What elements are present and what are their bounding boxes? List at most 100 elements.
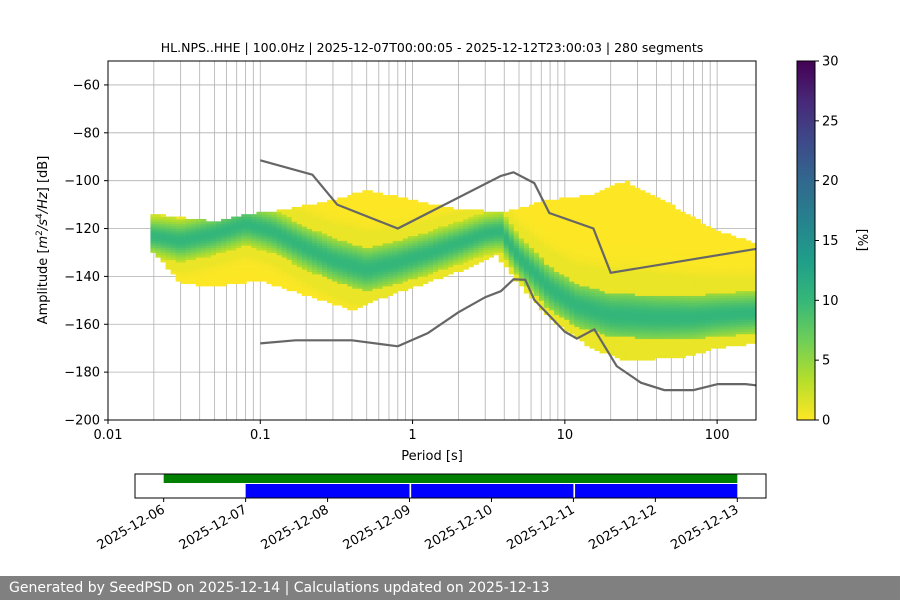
psd-cell [680,228,686,232]
psd-cell [195,238,202,241]
psd-cell [705,312,711,316]
psd-cell [488,211,494,215]
psd-cell [382,242,389,246]
psd-cell [448,226,454,229]
psd-cell [740,254,747,258]
psd-cell [665,223,671,227]
psd-cell [483,214,489,217]
psd-cell [533,283,540,287]
psd-cell [422,245,429,249]
psd-cell [675,338,681,342]
psd-cell [720,254,727,258]
psd-cell [715,319,722,323]
psd-cell [544,300,550,304]
psd-cell [685,235,691,239]
psd-cell [478,254,484,258]
psd-cell [594,211,600,215]
psd-cell [650,355,656,359]
psd-cell [554,264,560,268]
psd-cell [347,228,353,232]
psd-cell [675,329,681,332]
psd-cell [528,206,535,210]
psd-cell [367,285,373,289]
psd-cell [705,331,711,335]
psd-cell [367,195,373,198]
psd-cell [650,206,656,210]
psd-cell [266,252,272,256]
psd-cell [216,242,222,246]
psd-cell [372,226,378,229]
psd-cell [281,230,288,234]
psd-cell [473,218,479,222]
psd-cell [195,276,202,280]
psd-cell [347,274,353,277]
psd-cell [715,290,722,294]
psd-cell [342,295,348,299]
psd-cell [271,247,278,251]
psd-cell [634,345,641,349]
psd-cell [251,216,257,220]
psd-cell [478,238,484,241]
psd-cell [725,285,732,289]
psd-cell [599,288,606,292]
psd-cell [574,247,580,251]
psd-cell [296,283,303,287]
psd-cell [301,238,308,241]
psd-cell [311,240,318,244]
psd-cell [316,230,323,234]
psd-cell [367,238,373,241]
psd-cell [614,281,621,284]
psd-cell [427,259,434,263]
psd-cell [594,302,600,306]
psd-cell [261,240,267,244]
psd-cell [705,309,711,313]
psd-cell [670,230,676,234]
psd-cell [261,230,267,234]
psd-cell [498,242,505,246]
psd-cell [175,250,182,253]
psd-cell [438,269,444,273]
psd-cell [569,317,575,320]
psd-cell [634,226,641,229]
psd-cell [544,202,550,205]
psd-cell [175,247,182,251]
psd-cell [397,264,404,268]
psd-cell [362,297,368,301]
psd-cell [221,264,227,268]
psd-cell [473,247,479,251]
psd-cell [564,271,570,275]
psd-cell [251,218,257,222]
psd-cell [211,259,217,263]
psd-cell [195,226,202,229]
psd-cell [549,240,555,244]
psd-cell [634,254,641,258]
psd-cell [634,319,641,323]
psd-cell [458,214,464,217]
psd-cell [352,206,358,210]
psd-cell [200,271,207,275]
psd-cell [650,319,656,323]
psd-cell [544,218,550,222]
psd-cell [705,247,711,251]
psd-cell [362,228,368,232]
psd-cell [271,216,278,220]
psd-cell [619,266,626,270]
psd-cell [634,228,641,232]
psd-cell [680,250,686,253]
psd-cell [533,242,540,246]
psd-cell [205,242,212,246]
psd-cell [720,324,727,328]
psd-cell [705,329,711,332]
psd-cell [554,288,560,292]
psd-cell [604,343,611,347]
psd-cell [544,247,550,251]
psd-cell [720,242,727,246]
psd-cell [695,300,701,304]
psd-cell [291,254,298,258]
psd-cell [377,230,383,234]
psd-cell [650,262,656,265]
psd-cell [710,297,717,301]
psd-cell [629,254,636,258]
psd-cell [357,288,363,292]
psd-cell [644,350,651,354]
